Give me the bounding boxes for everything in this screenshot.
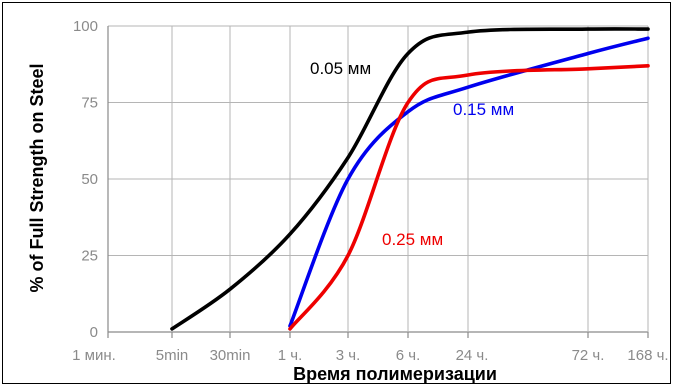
series-line-1 [170, 27, 650, 331]
x-tick-label: 168 ч. [627, 347, 668, 364]
x-tick-label: 72 ч. [572, 347, 605, 364]
x-tick-label: 5min [156, 347, 189, 364]
y-axis-title: % of Full Strength on Steel [27, 64, 47, 293]
x-tick-label: 24 ч. [456, 347, 489, 364]
series-labels: 0.05 мм 0.15 мм 0.25 мм [310, 59, 514, 249]
x-tick-label: 30min [210, 347, 251, 364]
series-label-2: 0.15 мм [453, 100, 514, 119]
x-tick-label: 6 ч. [396, 347, 421, 364]
x-axis-title: Время полимеризации [293, 364, 497, 384]
y-tick-label: 100 [73, 18, 98, 35]
y-tick-label: 75 [81, 95, 98, 112]
series-lines [170, 27, 650, 331]
x-tick-label: 1 ч. [278, 347, 303, 364]
series-line-2 [288, 36, 650, 328]
x-tick-label: 1 мин. [72, 347, 116, 364]
x-tick-label: 3 ч. [336, 347, 361, 364]
series-label-3: 0.25 мм [382, 230, 443, 249]
axes: 0 25 50 75 100 1 мин. 5min 30min 1 ч. 3 ч. 6 ч. 24 … [72, 18, 668, 364]
series-label-1: 0.05 мм [310, 59, 371, 78]
chart-frame [2, 2, 671, 384]
series-line-3 [288, 64, 650, 331]
y-tick-label: 25 [81, 248, 98, 265]
y-tick-label: 50 [81, 171, 98, 188]
y-tick-label: 0 [90, 324, 98, 341]
